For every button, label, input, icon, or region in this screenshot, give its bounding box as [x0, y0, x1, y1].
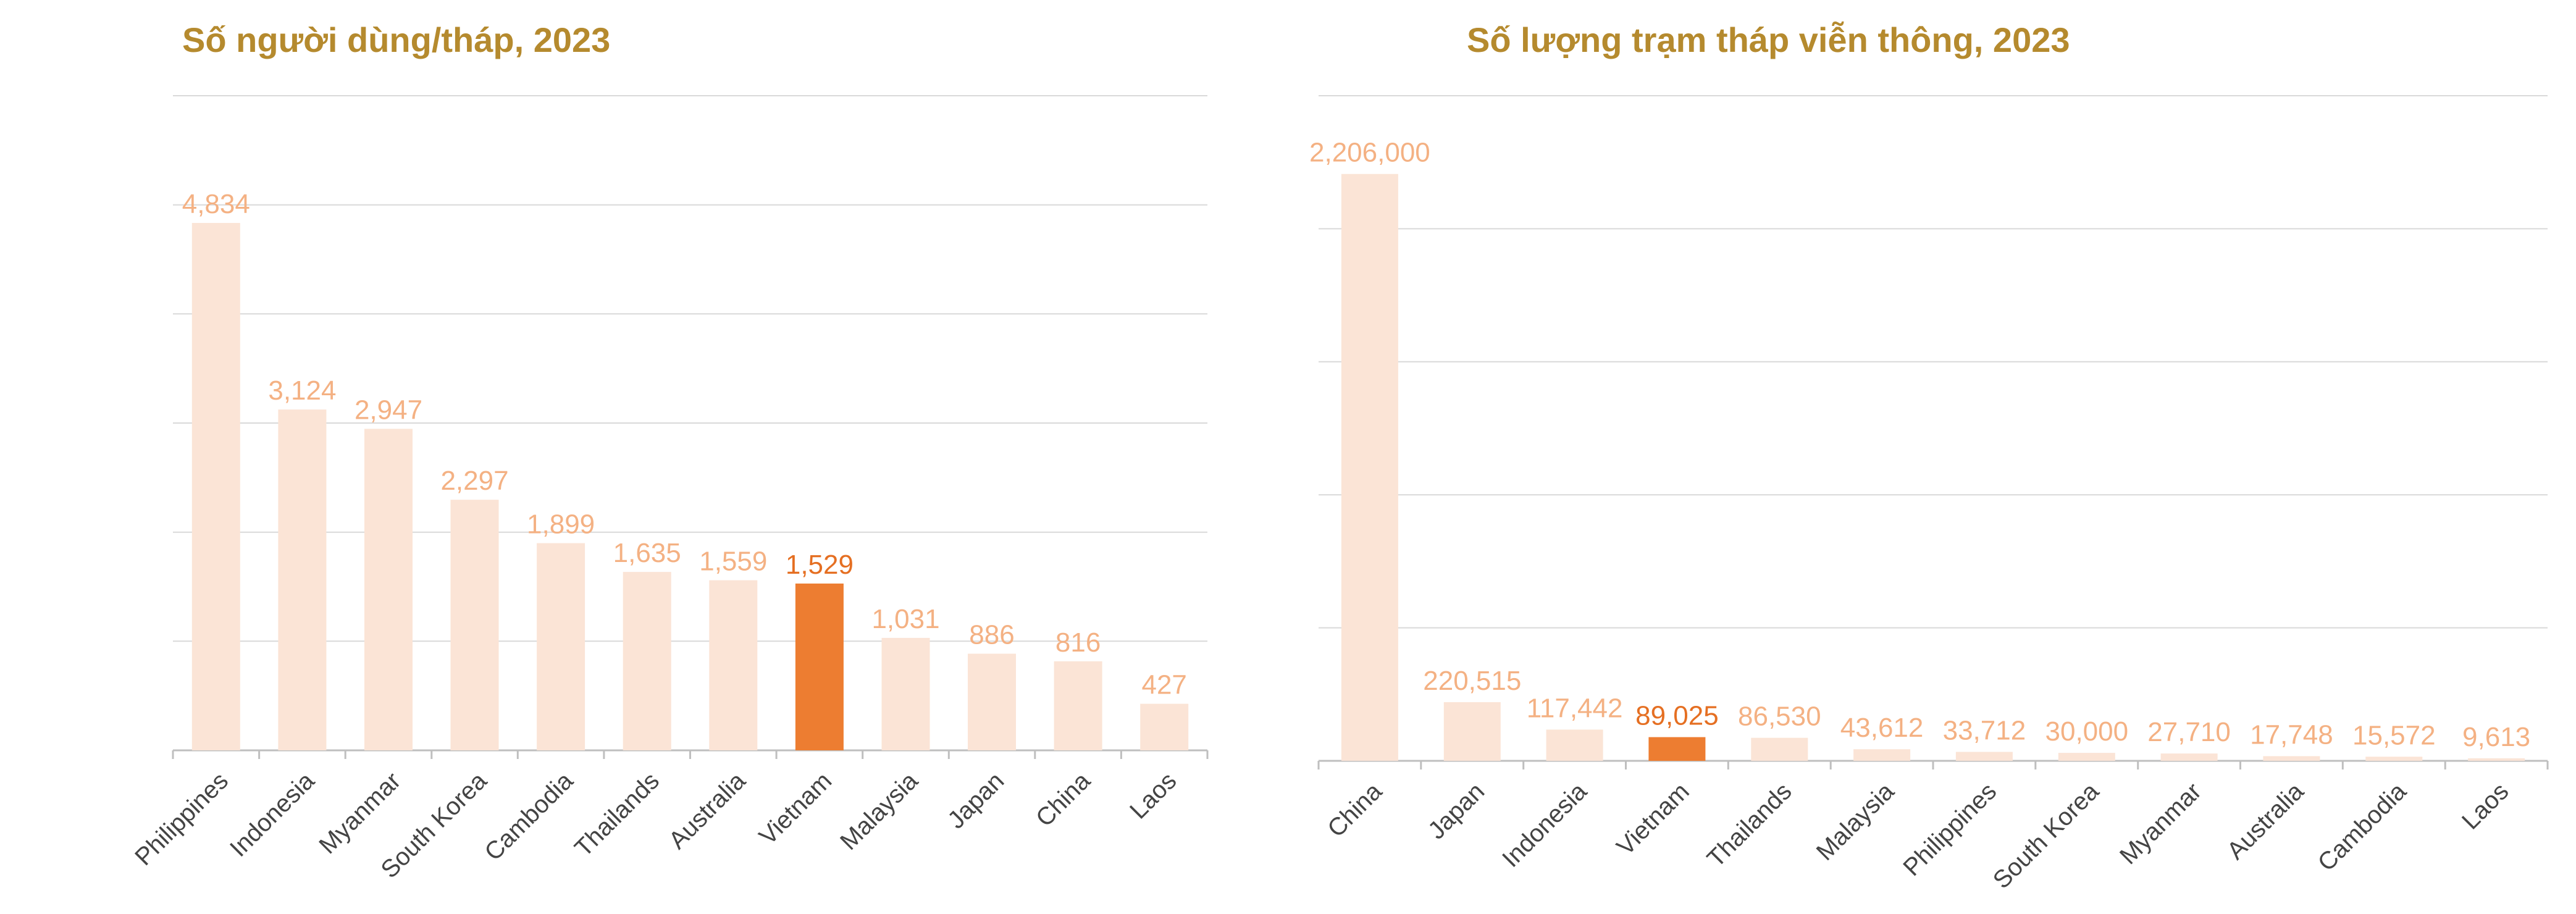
x-tick-label-users-per-tower-australia: Australia: [664, 767, 752, 855]
value-label-users-per-tower-myanmar: 2,947: [355, 395, 422, 425]
chart-users-per-tower: Số người dùng/tháp, 2023 4,834 Philippine…: [130, 20, 1209, 884]
x-tick-label-tower-count-laos: Laos: [2457, 778, 2514, 834]
chart-title-tower-count: Số lượng trạm tháp viễn thông, 2023: [1467, 20, 2070, 59]
value-label-tower-count-philippines: 33,712: [1943, 716, 2026, 746]
value-label-tower-count-china: 2,206,000: [1309, 138, 1430, 168]
bar-tower-count-china: [1341, 174, 1398, 761]
value-label-tower-count-laos: 9,613: [2462, 722, 2530, 752]
x-tick-label-tower-count-australia: Australia: [2222, 778, 2310, 865]
value-label-users-per-tower-laos: 427: [1141, 670, 1186, 700]
value-label-users-per-tower-australia: 1,559: [699, 547, 767, 577]
bar-tower-count-malaysia: [1853, 749, 1911, 761]
x-tick-label-users-per-tower-thailands: Thailands: [569, 767, 665, 862]
bar-tower-count-myanmar: [2160, 753, 2218, 761]
value-label-tower-count-thailands: 86,530: [1738, 702, 1821, 732]
value-label-users-per-tower-malaysia: 1,031: [871, 604, 939, 634]
x-tick-label-tower-count-indonesia: Indonesia: [1497, 778, 1592, 873]
x-tick-label-tower-count-south-korea: South Korea: [1988, 778, 2105, 894]
bar-tower-count-south-korea: [2058, 753, 2115, 761]
x-tick-label-tower-count-china: China: [1322, 778, 1388, 843]
x-tick-label-tower-count-vietnam: Vietnam: [1611, 778, 1694, 860]
x-tick-label-tower-count-japan: Japan: [1423, 778, 1490, 844]
value-label-users-per-tower-south-korea: 2,297: [440, 466, 508, 496]
bar-tower-count-australia: [2263, 756, 2320, 761]
value-label-users-per-tower-cambodia: 1,899: [527, 509, 595, 540]
value-label-tower-count-japan: 220,515: [1423, 666, 1521, 696]
value-label-tower-count-vietnam: 89,025: [1635, 701, 1719, 731]
chart-tower-count: Số lượng trạm tháp viễn thông, 2023 2,20…: [1309, 20, 2549, 894]
bar-users-per-tower-malaysia: [881, 637, 930, 750]
bar-tower-count-laos: [2468, 758, 2525, 761]
x-tick-label-users-per-tower-malaysia: Malaysia: [835, 767, 923, 855]
bar-users-per-tower-myanmar: [364, 429, 413, 750]
bar-users-per-tower-philippines: [191, 223, 240, 750]
bar-tower-count-cambodia: [2365, 757, 2423, 761]
value-label-users-per-tower-thailands: 1,635: [613, 538, 681, 568]
value-label-tower-count-indonesia: 117,442: [1527, 693, 1623, 723]
bar-users-per-tower-south-korea: [450, 500, 499, 750]
x-tick-label-tower-count-thailands: Thailands: [1702, 778, 1797, 873]
bar-tower-count-indonesia: [1546, 729, 1603, 761]
bar-users-per-tower-vietnam: [795, 583, 844, 750]
value-label-tower-count-myanmar: 27,710: [2147, 717, 2231, 747]
x-tick-label-users-per-tower-cambodia: Cambodia: [479, 767, 579, 866]
value-label-tower-count-south-korea: 30,000: [2045, 716, 2129, 747]
x-tick-label-tower-count-cambodia: Cambodia: [2313, 778, 2412, 877]
x-tick-label-users-per-tower-myanmar: Myanmar: [314, 767, 406, 859]
bar-users-per-tower-china: [1054, 661, 1102, 750]
bar-users-per-tower-cambodia: [537, 543, 585, 750]
bar-tower-count-japan: [1443, 702, 1501, 761]
bar-users-per-tower-thailands: [623, 572, 671, 750]
value-label-users-per-tower-indonesia: 3,124: [268, 375, 336, 406]
bar-users-per-tower-australia: [709, 580, 758, 750]
x-tick-label-users-per-tower-indonesia: Indonesia: [225, 767, 320, 862]
value-label-tower-count-cambodia: 15,572: [2352, 720, 2436, 750]
bar-tower-count-philippines: [1955, 752, 2013, 761]
x-tick-label-tower-count-philippines: Philippines: [1898, 778, 2002, 881]
x-tick-label-users-per-tower-china: China: [1031, 767, 1096, 832]
value-label-users-per-tower-philippines: 4,834: [182, 189, 250, 219]
x-tick-label-users-per-tower-vietnam: Vietnam: [754, 767, 837, 850]
chart-title-users-per-tower: Số người dùng/tháp, 2023: [182, 20, 610, 59]
value-label-users-per-tower-japan: 886: [969, 620, 1014, 650]
x-tick-label-users-per-tower-philippines: Philippines: [130, 767, 233, 871]
x-tick-label-users-per-tower-laos: Laos: [1125, 767, 1181, 824]
x-tick-label-tower-count-myanmar: Myanmar: [2115, 778, 2207, 870]
value-label-tower-count-australia: 17,748: [2250, 719, 2333, 750]
value-label-users-per-tower-vietnam: 1,529: [786, 550, 854, 580]
bar-users-per-tower-japan: [968, 653, 1016, 750]
value-label-users-per-tower-china: 816: [1055, 627, 1101, 658]
value-label-tower-count-malaysia: 43,612: [1840, 713, 1924, 743]
bar-tower-count-thailands: [1751, 737, 1808, 761]
x-tick-label-users-per-tower-japan: Japan: [942, 767, 1009, 834]
x-tick-label-tower-count-malaysia: Malaysia: [1811, 778, 1900, 866]
bar-tower-count-vietnam: [1648, 737, 1706, 761]
bar-users-per-tower-laos: [1140, 703, 1189, 750]
bar-users-per-tower-indonesia: [278, 409, 327, 750]
